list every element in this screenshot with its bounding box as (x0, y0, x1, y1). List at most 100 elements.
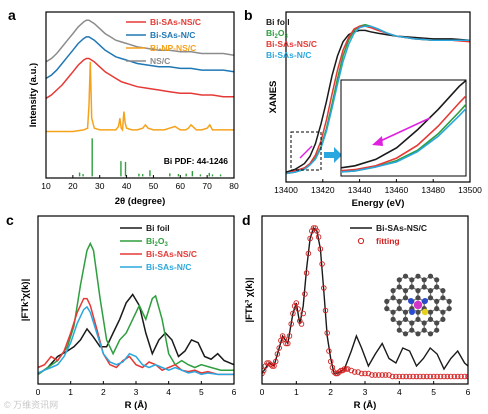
molecule-carbon-atom (434, 327, 440, 333)
panel-b-x-tick-label-13420: 13420 (311, 185, 335, 195)
molecule-carbon-atom (421, 327, 427, 333)
panel-d-fitting-point (276, 345, 282, 351)
molecule-carbon-atom (415, 331, 421, 337)
panel-b: 13400 13420 13440 13460 13480 13500 Energy (e… (266, 11, 482, 209)
panel-d-fitting-point (458, 373, 464, 380)
panel-d-fitting-point (329, 364, 336, 371)
panel-d-fitting-point (314, 228, 320, 234)
molecule-carbon-atom (409, 277, 415, 283)
molecule-carbon-atom (402, 309, 409, 315)
molecule-carbon-atom (415, 288, 421, 294)
molecule-sulfur-atom (421, 308, 429, 316)
molecule-carbon-atom (440, 309, 446, 315)
molecule-carbon-atom (409, 320, 415, 326)
molecule-carbon-atom (415, 273, 421, 279)
molecule-carbon-atom (402, 288, 409, 294)
molecule-carbon-atom (421, 320, 427, 326)
panel-c-legend-label-bi2o3: Bi2O3 (146, 236, 168, 248)
panel-d-fitting-point (454, 373, 461, 380)
panel-c-legend-label-bi-foil: Bi foil (146, 223, 170, 233)
panel-d-fitting-point (298, 321, 305, 327)
panel-d-fitting-point (271, 363, 277, 369)
molecule-carbon-atom (415, 316, 421, 322)
panel-d-fitting-point (272, 358, 279, 365)
molecule-carbon-atom (434, 298, 440, 304)
panel-c-plot-area (38, 241, 234, 376)
molecule-carbon-atom (396, 277, 402, 283)
molecule-carbon-atom (427, 295, 434, 301)
panel-c-x-ticks: 0 1 2 3 4 5 6 (36, 381, 237, 397)
panel-b-plot-area (286, 23, 470, 175)
molecule-carbon-atom (415, 295, 421, 301)
panel-d-fitting-point (348, 367, 355, 374)
molecule-nitrogen-atom (408, 298, 414, 304)
molecule-carbon-atom (440, 288, 446, 294)
molecule-nitrogen-atom (409, 309, 415, 315)
panel-d-fitting-point (310, 225, 317, 231)
panel-d-fitting-point (293, 300, 300, 306)
molecule-carbon-atom (390, 309, 396, 315)
panel-c-x-tick-label-5: 5 (199, 387, 204, 397)
panel-d-fitting-point (369, 372, 375, 378)
panel-a-x-tick-label-60: 60 (176, 181, 186, 191)
panel-c-x-label: R (Å) (125, 400, 148, 411)
panel-d-fitting-point (288, 321, 294, 327)
molecule-carbon-atom (402, 331, 409, 337)
molecule-bismuth-atom (413, 300, 423, 310)
panel-d-plot-area (262, 225, 468, 380)
molecule-structure-illustration (384, 273, 452, 337)
panel-d-fitting-point (333, 370, 339, 377)
panel-b-inset-series-bi-sas-n-c (341, 107, 466, 173)
panel-d-fitting-point (406, 373, 413, 380)
panel-d-fitting-point (403, 373, 409, 380)
panel-b-letter: b (244, 7, 253, 23)
molecule-carbon-atom (384, 298, 390, 304)
molecule-carbon-atom (384, 306, 390, 312)
panel-d-fitting-point (326, 348, 332, 354)
molecule-carbon-atom (409, 284, 415, 290)
panel-d-fitting-point (339, 367, 346, 374)
panel-c-frame (37, 215, 235, 385)
panel-d-fitting-point (444, 373, 451, 380)
panel-c-x-tick-label-4: 4 (166, 387, 171, 397)
panel-c-x-tick-label-3: 3 (134, 387, 139, 397)
panel-a-letter: a (8, 7, 16, 23)
panel-a-x-tick-label-10: 10 (41, 181, 51, 191)
molecule-carbon-atom (427, 331, 434, 337)
panel-a-x-tick-label-30: 30 (95, 181, 105, 191)
panel-b-inset-frame (340, 79, 467, 177)
panel-d-fitting-point (312, 225, 318, 231)
panel-d-fitting-point (281, 336, 288, 342)
panel-a-x-tick-label-70: 70 (202, 181, 212, 191)
panel-d-fitting-point (297, 318, 303, 324)
panel-d-fitting-point (434, 373, 440, 380)
molecule-carbon-atom (390, 295, 396, 301)
panel-a-pdf-label: Bi PDF: 44-1246 (164, 156, 229, 166)
panel-b-legend-label-bi-foil: Bi foil (266, 17, 290, 27)
panel-d-fitting-point (267, 361, 274, 368)
panel-d-x-tick-label-0: 0 (260, 387, 265, 397)
panel-d-legend: Bi-SAs-NS/C fitting (350, 223, 427, 246)
molecule-carbon-atom (390, 316, 396, 322)
panel-d-fitting-point (389, 373, 396, 380)
panel-a-y-label: Intensity (a.u.) (28, 63, 39, 127)
panel-b-cyan-arrow (324, 147, 342, 163)
panel-d-fitting-point (386, 372, 392, 378)
panel-d-fitting-point (269, 363, 276, 369)
panel-d-fitting-point (341, 366, 348, 372)
panel-d-fitting-point (322, 307, 329, 314)
panel-d-fitting-point (461, 373, 468, 380)
panel-d-x-tick-label-2: 2 (328, 387, 333, 397)
panel-a-x-tick-label-40: 40 (122, 181, 132, 191)
panel-d-fitting-point (264, 360, 270, 366)
panel-d-fitting-point (285, 340, 291, 347)
panel-d-fitting-point (295, 306, 301, 312)
panel-d-fitting-point (430, 373, 437, 380)
molecule-nitrogen-atom (422, 298, 428, 304)
panel-c-series-bi-foil (38, 293, 234, 376)
molecule-carbon-atom (396, 298, 402, 304)
panel-c-legend-label-bi-sas-ns-c: Bi-SAs-NS/C (146, 249, 197, 259)
